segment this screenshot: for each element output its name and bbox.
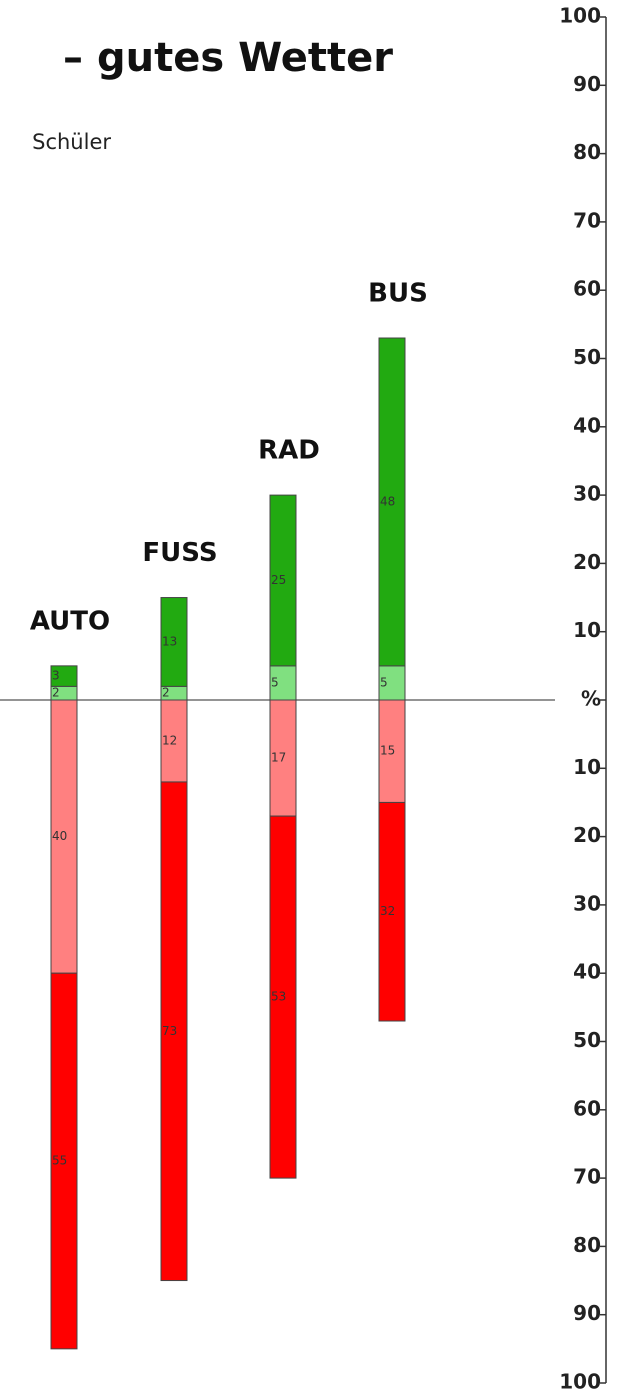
- bar-segment: [160, 699, 188, 783]
- value-label: 48: [380, 494, 395, 508]
- category-label: RAD: [258, 436, 320, 466]
- category-label: AUTO: [30, 606, 110, 636]
- y-tick-label: 70: [573, 1165, 601, 1189]
- value-label: 55: [52, 1154, 67, 1168]
- chart-title: – gutes Wetter: [63, 35, 393, 81]
- value-label: 13: [162, 634, 177, 648]
- value-label: 5: [380, 675, 388, 689]
- y-tick-label: 80: [573, 140, 601, 164]
- value-label: 12: [162, 733, 177, 747]
- chart-subtitle: Schüler: [32, 130, 111, 154]
- y-tick-label: %: [581, 687, 601, 711]
- value-label: 2: [162, 686, 170, 700]
- category-label: FUSS: [142, 538, 217, 568]
- bar-segment: [269, 815, 297, 1179]
- bar-segment: [269, 699, 297, 817]
- bar-segment: [50, 972, 78, 1350]
- y-tick-label: 10: [573, 618, 601, 642]
- bar-segment: [50, 665, 78, 687]
- y-tick-label: 100: [559, 4, 601, 28]
- y-tick-label: 60: [573, 1096, 601, 1120]
- bar-segment: [269, 494, 297, 667]
- y-tick-label: 30: [573, 482, 601, 506]
- value-label: 3: [52, 669, 60, 683]
- y-tick-label: 100: [559, 1370, 601, 1394]
- y-tick-label: 10: [573, 755, 601, 779]
- bar-segment: [378, 337, 406, 667]
- value-label: 15: [380, 744, 395, 758]
- y-tick-label: 60: [573, 277, 601, 301]
- value-label: 17: [271, 751, 286, 765]
- bar-segment: [50, 699, 78, 974]
- bar-segment: [160, 597, 188, 687]
- y-tick-label: 30: [573, 891, 601, 915]
- y-tick-label: 50: [573, 345, 601, 369]
- value-label: 5: [271, 675, 279, 689]
- value-label: 32: [380, 904, 395, 918]
- y-tick-label: 90: [573, 72, 601, 96]
- value-label: 40: [52, 829, 67, 843]
- y-tick-label: 20: [573, 823, 601, 847]
- y-tick-label: 90: [573, 1301, 601, 1325]
- y-tick-label: 40: [573, 413, 601, 437]
- y-tick-label: 80: [573, 1233, 601, 1257]
- bar-segment: [160, 781, 188, 1282]
- bar-segment: [378, 699, 406, 803]
- bar-segment: [378, 665, 406, 701]
- value-label: 73: [162, 1024, 177, 1038]
- value-label: 2: [52, 686, 60, 700]
- value-label: 25: [271, 573, 286, 587]
- y-tick-label: 40: [573, 960, 601, 984]
- y-tick-label: 70: [573, 208, 601, 232]
- y-tick-label: 50: [573, 1028, 601, 1052]
- category-label: BUS: [368, 279, 428, 309]
- y-tick-label: 20: [573, 550, 601, 574]
- bar-segment: [378, 801, 406, 1022]
- value-label: 53: [271, 990, 286, 1004]
